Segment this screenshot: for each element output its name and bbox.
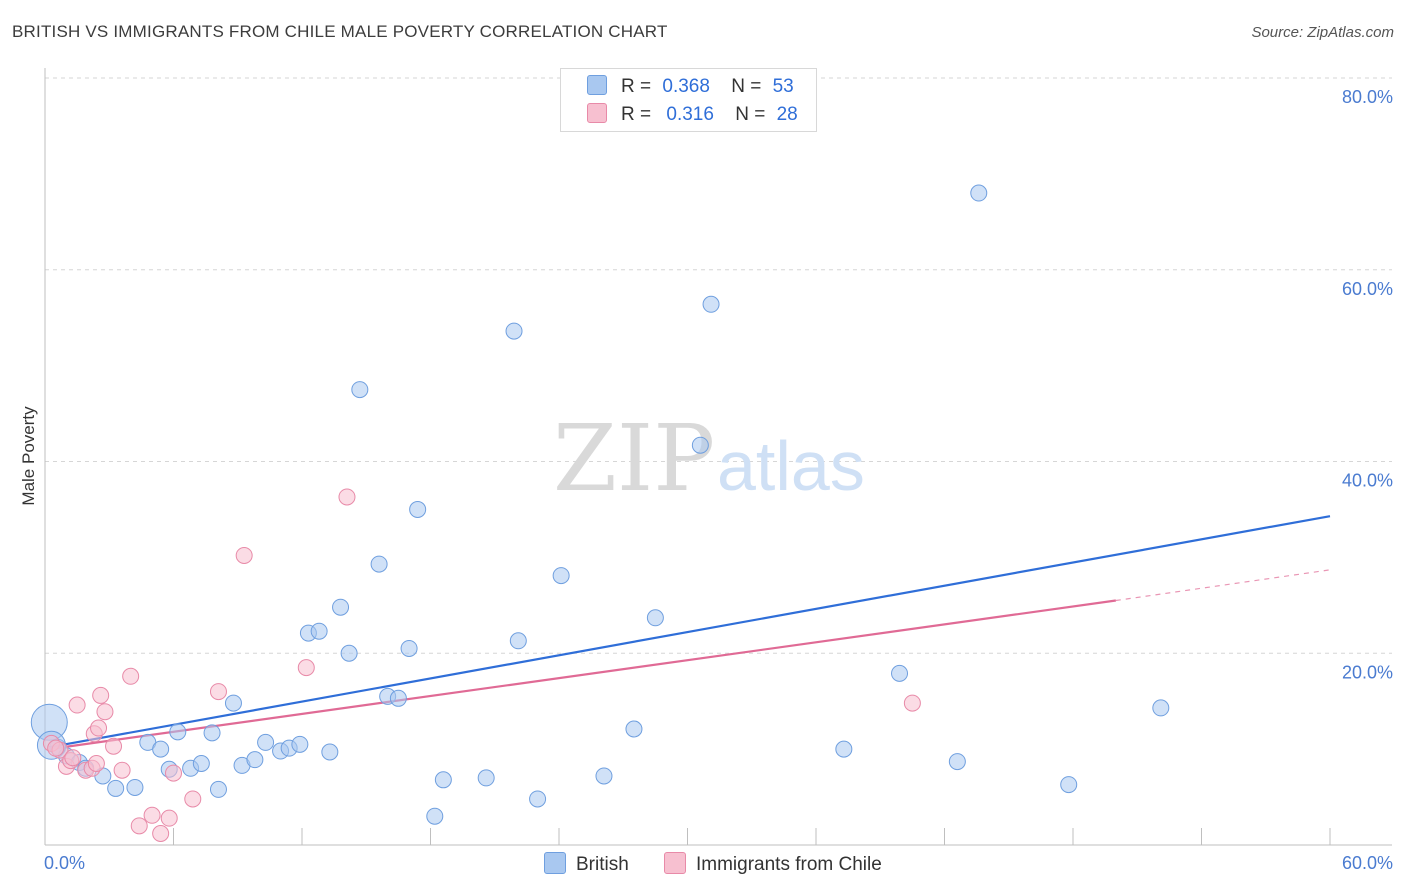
british-point — [169, 723, 187, 741]
british-point — [126, 778, 144, 796]
chile-point — [122, 667, 140, 685]
british-point — [691, 436, 709, 454]
british-point — [434, 771, 452, 789]
chart-title: BRITISH VS IMMIGRANTS FROM CHILE MALE PO… — [12, 22, 668, 41]
watermark: ZIP atlas — [553, 405, 865, 512]
chile-point — [903, 694, 921, 712]
chile-legend-swatch — [664, 852, 686, 874]
bottom-legend-chile: Immigrants from Chile — [664, 852, 882, 876]
british-point — [291, 735, 309, 753]
british-point — [370, 555, 388, 573]
british-point — [389, 689, 407, 707]
british-legend-swatch — [544, 852, 566, 874]
chile-point — [184, 790, 202, 808]
british-point — [192, 755, 210, 773]
source-credit: Source: ZipAtlas.com — [1251, 24, 1394, 41]
chile-r-value: 0.316 — [666, 104, 714, 125]
british-point — [351, 381, 369, 399]
british-point — [509, 632, 527, 650]
british-r-label: R = — [621, 76, 652, 97]
british-point — [409, 500, 427, 518]
grid-lines — [45, 77, 1392, 654]
british-point — [203, 724, 221, 742]
british-trend-line — [49, 515, 1331, 749]
british-point — [891, 664, 909, 682]
chile-point — [47, 739, 65, 757]
chile-point — [209, 683, 227, 701]
chile-point — [105, 737, 123, 755]
chile-point — [64, 749, 82, 767]
british-point — [332, 598, 350, 616]
chile-point — [130, 817, 148, 835]
chile-n-label: N = — [735, 104, 766, 125]
x-tick-label-start: 0.0% — [44, 853, 85, 873]
chile-point — [87, 755, 105, 773]
y-tick-label-1: 40.0% — [1342, 471, 1393, 491]
y-tick-label-2: 60.0% — [1342, 279, 1393, 299]
british-point — [152, 740, 170, 758]
british-point — [970, 184, 988, 202]
chile-r-label: R = — [621, 104, 652, 125]
british-legend-label: British — [576, 854, 629, 875]
british-point — [552, 567, 570, 585]
chile-point — [160, 809, 178, 827]
chile-point — [338, 488, 356, 506]
chile-point — [235, 546, 253, 564]
trend-lines — [49, 515, 1331, 751]
british-point — [224, 694, 242, 712]
british-point — [948, 753, 966, 771]
british-point — [209, 780, 227, 798]
british-r-value: 0.368 — [662, 76, 710, 97]
y-tick-label-3: 80.0% — [1342, 87, 1393, 107]
chile-legend-label: Immigrants from Chile — [696, 854, 882, 875]
british-point — [310, 622, 328, 640]
british-point — [595, 767, 613, 785]
watermark-zip: ZIP — [553, 405, 715, 512]
y-axis-label: Male Poverty — [19, 406, 38, 506]
chile-point — [113, 761, 131, 779]
chile-point — [143, 806, 161, 824]
chile-n-value: 28 — [776, 104, 798, 125]
x-tick-label-end: 60.0% — [1342, 853, 1393, 873]
bottom-legend-british: British — [544, 852, 629, 876]
british-n-value: 53 — [772, 76, 794, 97]
watermark-atlas: atlas — [717, 427, 865, 505]
chile-trend-line — [49, 599, 1116, 751]
british-point — [625, 720, 643, 738]
legend-row-chile: R = 0.316 N = 28 — [587, 103, 798, 126]
british-point — [505, 322, 523, 340]
chile-trend-extension — [1115, 569, 1331, 602]
chile-swatch — [587, 103, 607, 123]
british-point — [257, 733, 275, 751]
british-swatch — [587, 75, 607, 95]
chile-point — [92, 686, 110, 704]
chile-point — [297, 659, 315, 677]
chile-point — [152, 824, 170, 842]
british-point — [1060, 776, 1078, 794]
british-point — [646, 609, 664, 627]
data-points — [30, 184, 1170, 842]
british-point — [107, 779, 125, 797]
chile-point — [165, 764, 182, 782]
stats-legend: R = 0.368 N = 53 R = 0.316 N = 28 — [560, 68, 817, 132]
british-point — [477, 769, 495, 787]
british-point — [426, 807, 444, 825]
chile-point — [90, 719, 108, 737]
y-tick-labels: 20.0% 40.0% 60.0% 80.0% — [1342, 87, 1393, 682]
british-point — [702, 295, 720, 313]
british-point — [340, 644, 358, 662]
british-point — [835, 740, 853, 758]
chile-point — [68, 696, 86, 714]
british-point — [400, 639, 418, 657]
british-point — [1152, 699, 1170, 717]
chile-point — [96, 703, 114, 721]
british-point — [246, 751, 264, 769]
british-point — [529, 790, 547, 808]
y-tick-label-0: 20.0% — [1342, 662, 1393, 682]
british-point — [321, 743, 339, 761]
legend-row-british: R = 0.368 N = 53 — [587, 75, 794, 98]
x-tick-labels: 0.0% 60.0% — [44, 853, 1393, 873]
british-n-label: N = — [731, 76, 762, 97]
